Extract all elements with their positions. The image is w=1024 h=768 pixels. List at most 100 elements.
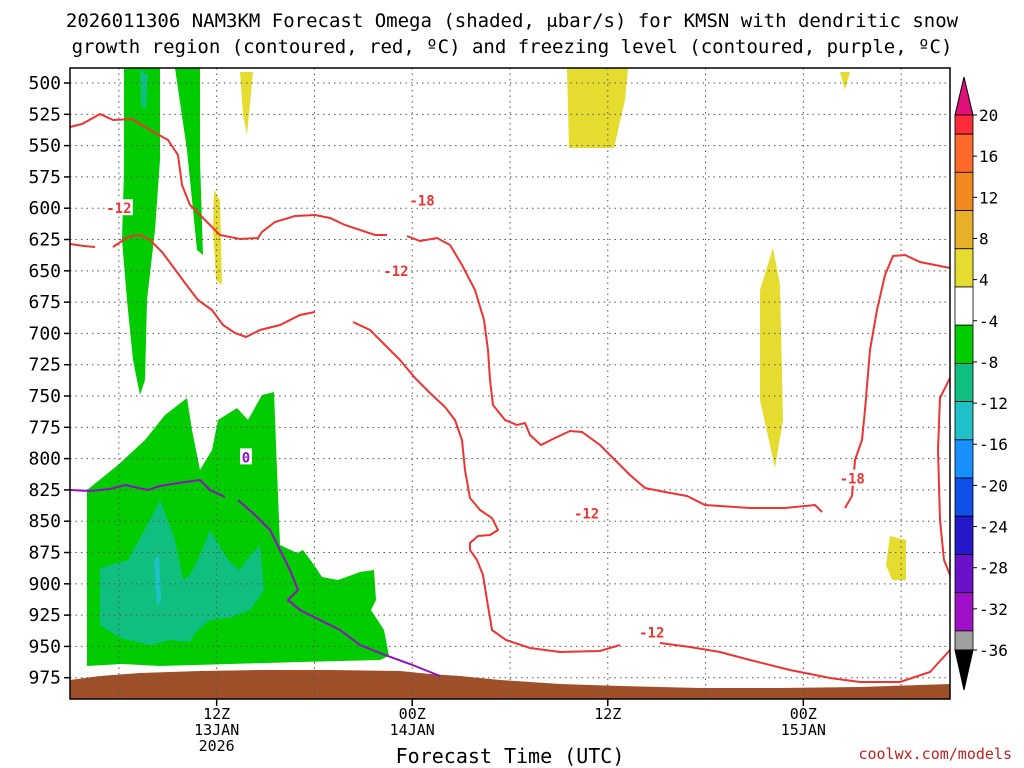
colorbar-label: 4 xyxy=(979,271,989,290)
colorbar-segment xyxy=(954,133,974,173)
y-tick-label: 750 xyxy=(28,386,61,407)
omega-shade-yellow-2 xyxy=(567,68,628,148)
omega-shade-yellow-3 xyxy=(840,72,850,90)
colorbar-segment xyxy=(954,439,974,479)
colorbar-label: -8 xyxy=(979,353,998,372)
y-tick-label: 600 xyxy=(28,198,61,219)
colorbar-segment xyxy=(954,515,974,555)
contour-red-minus12-d xyxy=(352,321,621,654)
contour-red-minus18-a xyxy=(406,235,823,513)
x-tick-label: 2026 xyxy=(199,737,235,755)
y-tick-label: 800 xyxy=(28,449,61,470)
contour-red-minus12-c xyxy=(112,233,316,339)
x-tick-label: 00Z xyxy=(399,705,426,723)
contour-labels: -12 -18 -12 0 -12 -12 -18 xyxy=(104,191,867,642)
contour-red-minus12-f xyxy=(936,377,951,576)
contour-purple-freezing-level-b xyxy=(237,499,441,677)
y-tick-label: 625 xyxy=(28,230,61,251)
colorbar-label: 16 xyxy=(979,147,998,166)
colorbar-segment xyxy=(954,286,974,326)
colorbar-label: -36 xyxy=(979,641,1008,660)
omega-shade-teal-lower xyxy=(100,500,264,645)
colorbar-label: 20 xyxy=(979,106,998,125)
colorbar-segment xyxy=(954,401,974,441)
y-tick-label: 725 xyxy=(28,355,61,376)
plot-area xyxy=(69,67,951,700)
y-tick-label: 950 xyxy=(28,636,61,657)
colorbar-label: -32 xyxy=(979,600,1008,619)
plot-frame xyxy=(69,67,951,700)
y-tick-label: 875 xyxy=(28,543,61,564)
colorbar-label: -20 xyxy=(979,476,1008,495)
y-tick-label: 550 xyxy=(28,136,61,157)
contour-red-minus12-b xyxy=(69,243,96,248)
x-tick-label: 12Z xyxy=(203,705,230,723)
colorbar-segment xyxy=(954,114,974,135)
omega-shade-yellow-5 xyxy=(760,248,783,468)
contour-red-minus12-e xyxy=(659,642,951,683)
contour-label: -12 xyxy=(106,201,131,217)
contour-label-bg xyxy=(240,448,252,465)
omega-shade-green-upper-1 xyxy=(122,68,160,395)
colorbar: 20 16 12 8 4 -4 -8 -12 -16 -20 -24 -28 -32 -36 xyxy=(954,76,1008,691)
y-tick-label: 575 xyxy=(28,167,61,188)
y-tick-label: 775 xyxy=(28,417,61,438)
colorbar-label: 8 xyxy=(979,229,989,248)
contour-label: -12 xyxy=(574,507,599,523)
y-tick-label: 900 xyxy=(28,574,61,595)
contour-label: 0 xyxy=(242,450,250,466)
contour-label-bg xyxy=(838,469,867,486)
colorbar-label: -16 xyxy=(979,435,1008,454)
contour-label: -18 xyxy=(840,472,865,488)
omega-shade-green-upper-2 xyxy=(175,68,203,255)
contour-label: -12 xyxy=(383,264,408,280)
y-tick-label: 525 xyxy=(28,104,61,125)
y-tick-label: 850 xyxy=(28,511,61,532)
contour-label: -12 xyxy=(639,626,664,642)
colorbar-label: -4 xyxy=(979,312,998,331)
colorbar-segment xyxy=(954,362,974,403)
omega-shade-yellow-4 xyxy=(213,190,222,285)
contour-label-bg xyxy=(104,199,133,216)
x-tick-label: 00Z xyxy=(790,705,817,723)
y-axis: 500 525 550 575 600 625 650 675 700 725 750 775 800 8… xyxy=(28,73,70,689)
colorbar-label: 12 xyxy=(979,188,998,207)
x-tick-label: 12Z xyxy=(594,705,621,723)
chart-title-line2: growth region (contoured, red, ºC) and f… xyxy=(72,36,953,58)
contour-label-bg xyxy=(572,504,601,521)
colorbar-segment xyxy=(954,324,974,364)
y-tick-label: 650 xyxy=(28,261,61,282)
y-tick-label: 500 xyxy=(28,73,61,94)
colorbar-bottom-arrow xyxy=(954,649,974,691)
y-tick-label: 700 xyxy=(28,323,61,344)
omega-shade-teal-upper xyxy=(140,70,148,110)
x-tick-label: 14JAN xyxy=(390,721,435,739)
credit-text: coolwx.com/models xyxy=(858,745,1012,763)
omega-shade-cyan xyxy=(154,555,161,605)
colorbar-segment xyxy=(954,630,974,651)
colorbar-label: -28 xyxy=(979,559,1008,578)
grid-lines xyxy=(70,68,950,699)
y-tick-label: 825 xyxy=(28,480,61,501)
x-tick-label: 13JAN xyxy=(194,721,239,739)
x-tick-label: 15JAN xyxy=(781,721,826,739)
colorbar-segment xyxy=(954,477,974,517)
chart-title-line1: 2026011306 NAM3KM Forecast Omega (shaded… xyxy=(66,10,959,32)
contour-label: -18 xyxy=(409,194,434,210)
colorbar-segment xyxy=(954,554,974,594)
colorbar-label: -24 xyxy=(979,518,1008,537)
y-tick-label: 975 xyxy=(28,668,61,689)
y-tick-label: 925 xyxy=(28,605,61,626)
contour-red-minus18-b xyxy=(844,253,951,509)
y-tick-label: 675 xyxy=(28,292,61,313)
contour-purple-freezing-level xyxy=(69,478,226,498)
colorbar-top-arrow xyxy=(954,76,974,116)
colorbar-segment xyxy=(954,171,974,211)
omega-shade-yellow-1 xyxy=(240,72,253,135)
colorbar-segment xyxy=(954,592,974,632)
contour-label-bg xyxy=(637,623,666,640)
colorbar-segment xyxy=(954,248,974,288)
contour-red-minus12-a xyxy=(69,112,387,241)
